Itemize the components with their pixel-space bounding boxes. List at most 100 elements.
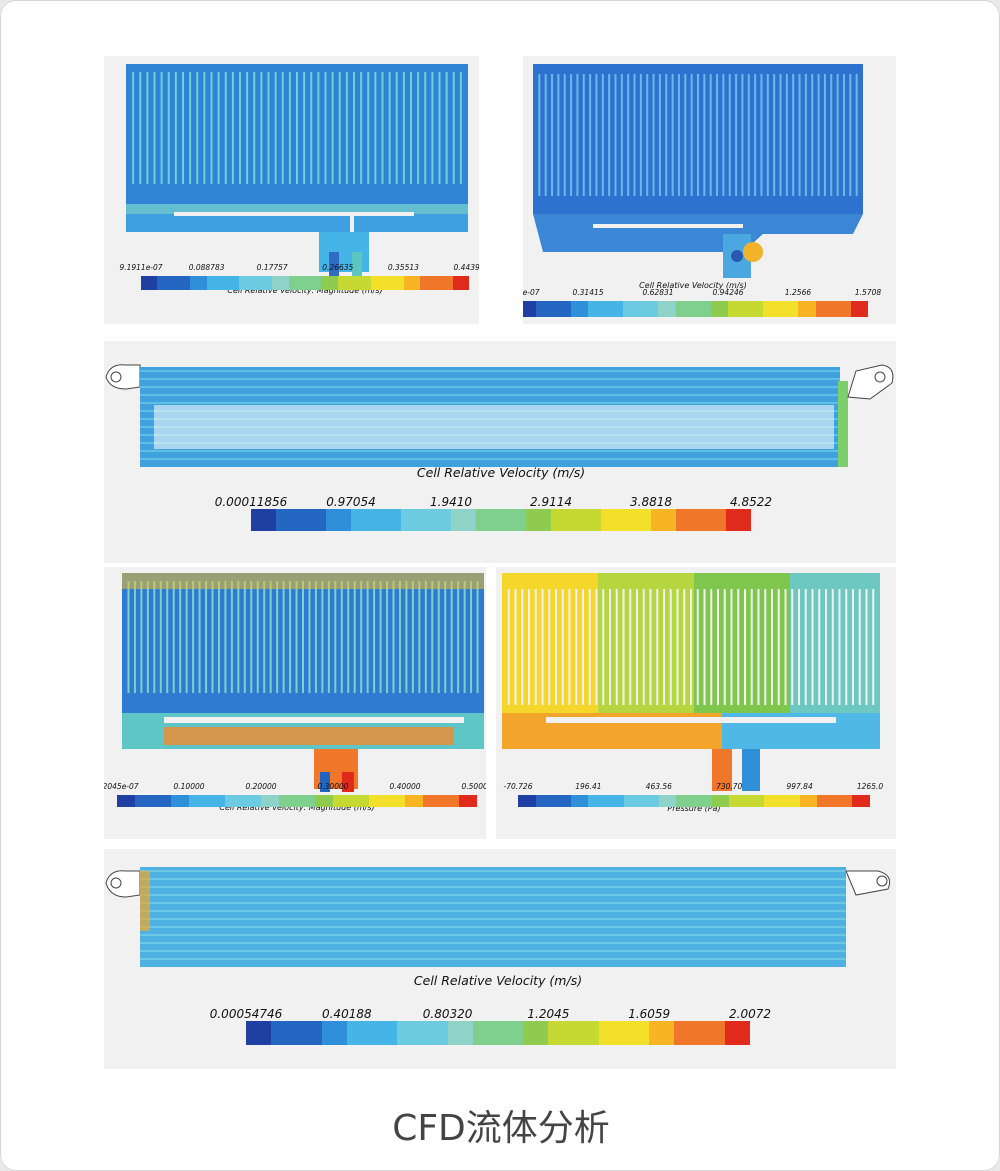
scale-swatch [640, 301, 658, 317]
scale-title: Cell Relative Velocity: Magnitude (m/s) [219, 803, 375, 812]
manifold-gap [174, 212, 414, 216]
scale-swatch [297, 795, 315, 807]
scale-swatch [279, 795, 297, 807]
scale-bar [251, 509, 751, 531]
scale-tick: 4.8522 [730, 494, 772, 509]
scale-swatch [573, 1021, 599, 1045]
scale-swatch [498, 1021, 524, 1045]
scale-swatch [693, 301, 711, 317]
scale-swatch [623, 795, 642, 807]
scale-swatch [518, 795, 536, 807]
scale-tick: 0.00054746 [209, 1006, 283, 1021]
outlet-port-b [742, 749, 760, 791]
scale-tick: 196.41 [575, 782, 602, 791]
cfd-panel-4: Cell Relative Velocity: Magnitude (m/s) 3… [104, 567, 486, 839]
scale-swatch [781, 795, 800, 807]
scale-swatch [426, 509, 451, 531]
scale-swatch [225, 795, 243, 807]
scale-tick: 0.44391 [453, 263, 479, 272]
scale-tick: 0.97054 [326, 494, 376, 509]
color-scale-5: Pressure (Pa) -70.726 196.41 463.56 730.70 99… [496, 567, 896, 839]
scale-swatch [261, 795, 279, 807]
scale-swatch [243, 795, 261, 807]
outlet-port-b [342, 772, 354, 792]
scale-tick: 463.56 [645, 782, 672, 791]
scale-swatch [447, 1021, 473, 1045]
scale-swatch [141, 276, 158, 290]
scale-swatch [626, 509, 651, 531]
scale-swatch [459, 795, 477, 807]
scale-tick: 0.31415 [572, 288, 604, 297]
scale-swatch [405, 795, 423, 807]
scale-tick: -70.726 [503, 782, 533, 791]
scale-tick: 3.8818 [630, 494, 672, 509]
velocity-plot-3 [105, 364, 894, 467]
scale-tick: 1.9410 [430, 494, 472, 509]
scale-swatch [598, 1021, 625, 1045]
scale-swatch [701, 509, 726, 531]
inlet-hotspot [140, 871, 150, 931]
scale-swatch [288, 276, 306, 290]
outlet-port-a [712, 749, 732, 791]
pressure-plot [502, 573, 880, 791]
plate-zone-3 [694, 573, 790, 713]
cfd-panel-1: Cell Relative Velocity: Magnitude (m/s) 9… [104, 56, 479, 324]
header-band [122, 573, 484, 589]
outlet-port-b [352, 252, 362, 280]
color-scale-2: Cell Relative Velocity (m/s) 3.5066e-07 0.… [523, 56, 896, 324]
manifold-gap [546, 717, 836, 723]
core-mesh [154, 405, 834, 449]
scale-tick: 0.10000 [173, 782, 205, 791]
scale-swatch [535, 795, 554, 807]
scale-tick: 0.26635 [322, 263, 354, 272]
scale-swatch [117, 795, 135, 807]
scale-tick: 1.2045 [527, 1006, 570, 1021]
scale-tick: 3.5066e-07 [523, 288, 540, 297]
scale-swatch [296, 1021, 322, 1045]
scale-tick: 0.088783 [188, 263, 225, 272]
scale-swatch [246, 1021, 272, 1045]
scale-swatch [780, 301, 798, 317]
outlet-hole [876, 875, 888, 887]
scale-swatch [693, 795, 712, 807]
scale-swatch [223, 276, 240, 290]
scale-tick: 0.62831 [642, 288, 674, 297]
scale-swatch [570, 795, 589, 807]
scale-swatch [815, 301, 833, 317]
scale-swatch [674, 1021, 700, 1045]
scale-swatch [422, 1021, 448, 1045]
scale-swatch [724, 1021, 751, 1045]
outlet-hole [874, 371, 886, 383]
scale-swatch [548, 1021, 574, 1045]
manifold [533, 214, 863, 252]
scale-swatch [190, 276, 207, 290]
color-scale-1: Cell Relative Velocity: Magnitude (m/s) 9… [104, 56, 479, 324]
scale-tick: 0.50000 [461, 782, 486, 791]
scale-swatch [337, 276, 355, 290]
scale-tick: 1.2566 [784, 288, 812, 297]
scale-swatch [588, 301, 606, 317]
scale-swatch [523, 301, 536, 317]
scale-swatch [321, 276, 338, 290]
scale-swatch [255, 276, 273, 290]
scale-swatch [570, 301, 588, 317]
scale-tick: 0.35513 [387, 263, 419, 272]
scale-swatch [276, 509, 301, 531]
manifold-gap [593, 224, 743, 228]
scale-title: Cell Relative Velocity (m/s) [416, 465, 586, 480]
scale-swatch [588, 795, 606, 807]
scale-swatch [551, 509, 576, 531]
scale-swatch [387, 276, 404, 290]
scale-swatch [423, 795, 441, 807]
scale-swatch [301, 509, 326, 531]
scale-swatch [641, 795, 659, 807]
velocity-plot-4 [122, 573, 484, 792]
scale-swatch [354, 276, 371, 290]
scale-swatch [710, 301, 728, 317]
scale-swatch [605, 795, 624, 807]
scale-bar [518, 795, 870, 807]
scale-swatch [553, 301, 571, 317]
scale-swatch [526, 509, 551, 531]
scale-swatch [333, 795, 351, 807]
